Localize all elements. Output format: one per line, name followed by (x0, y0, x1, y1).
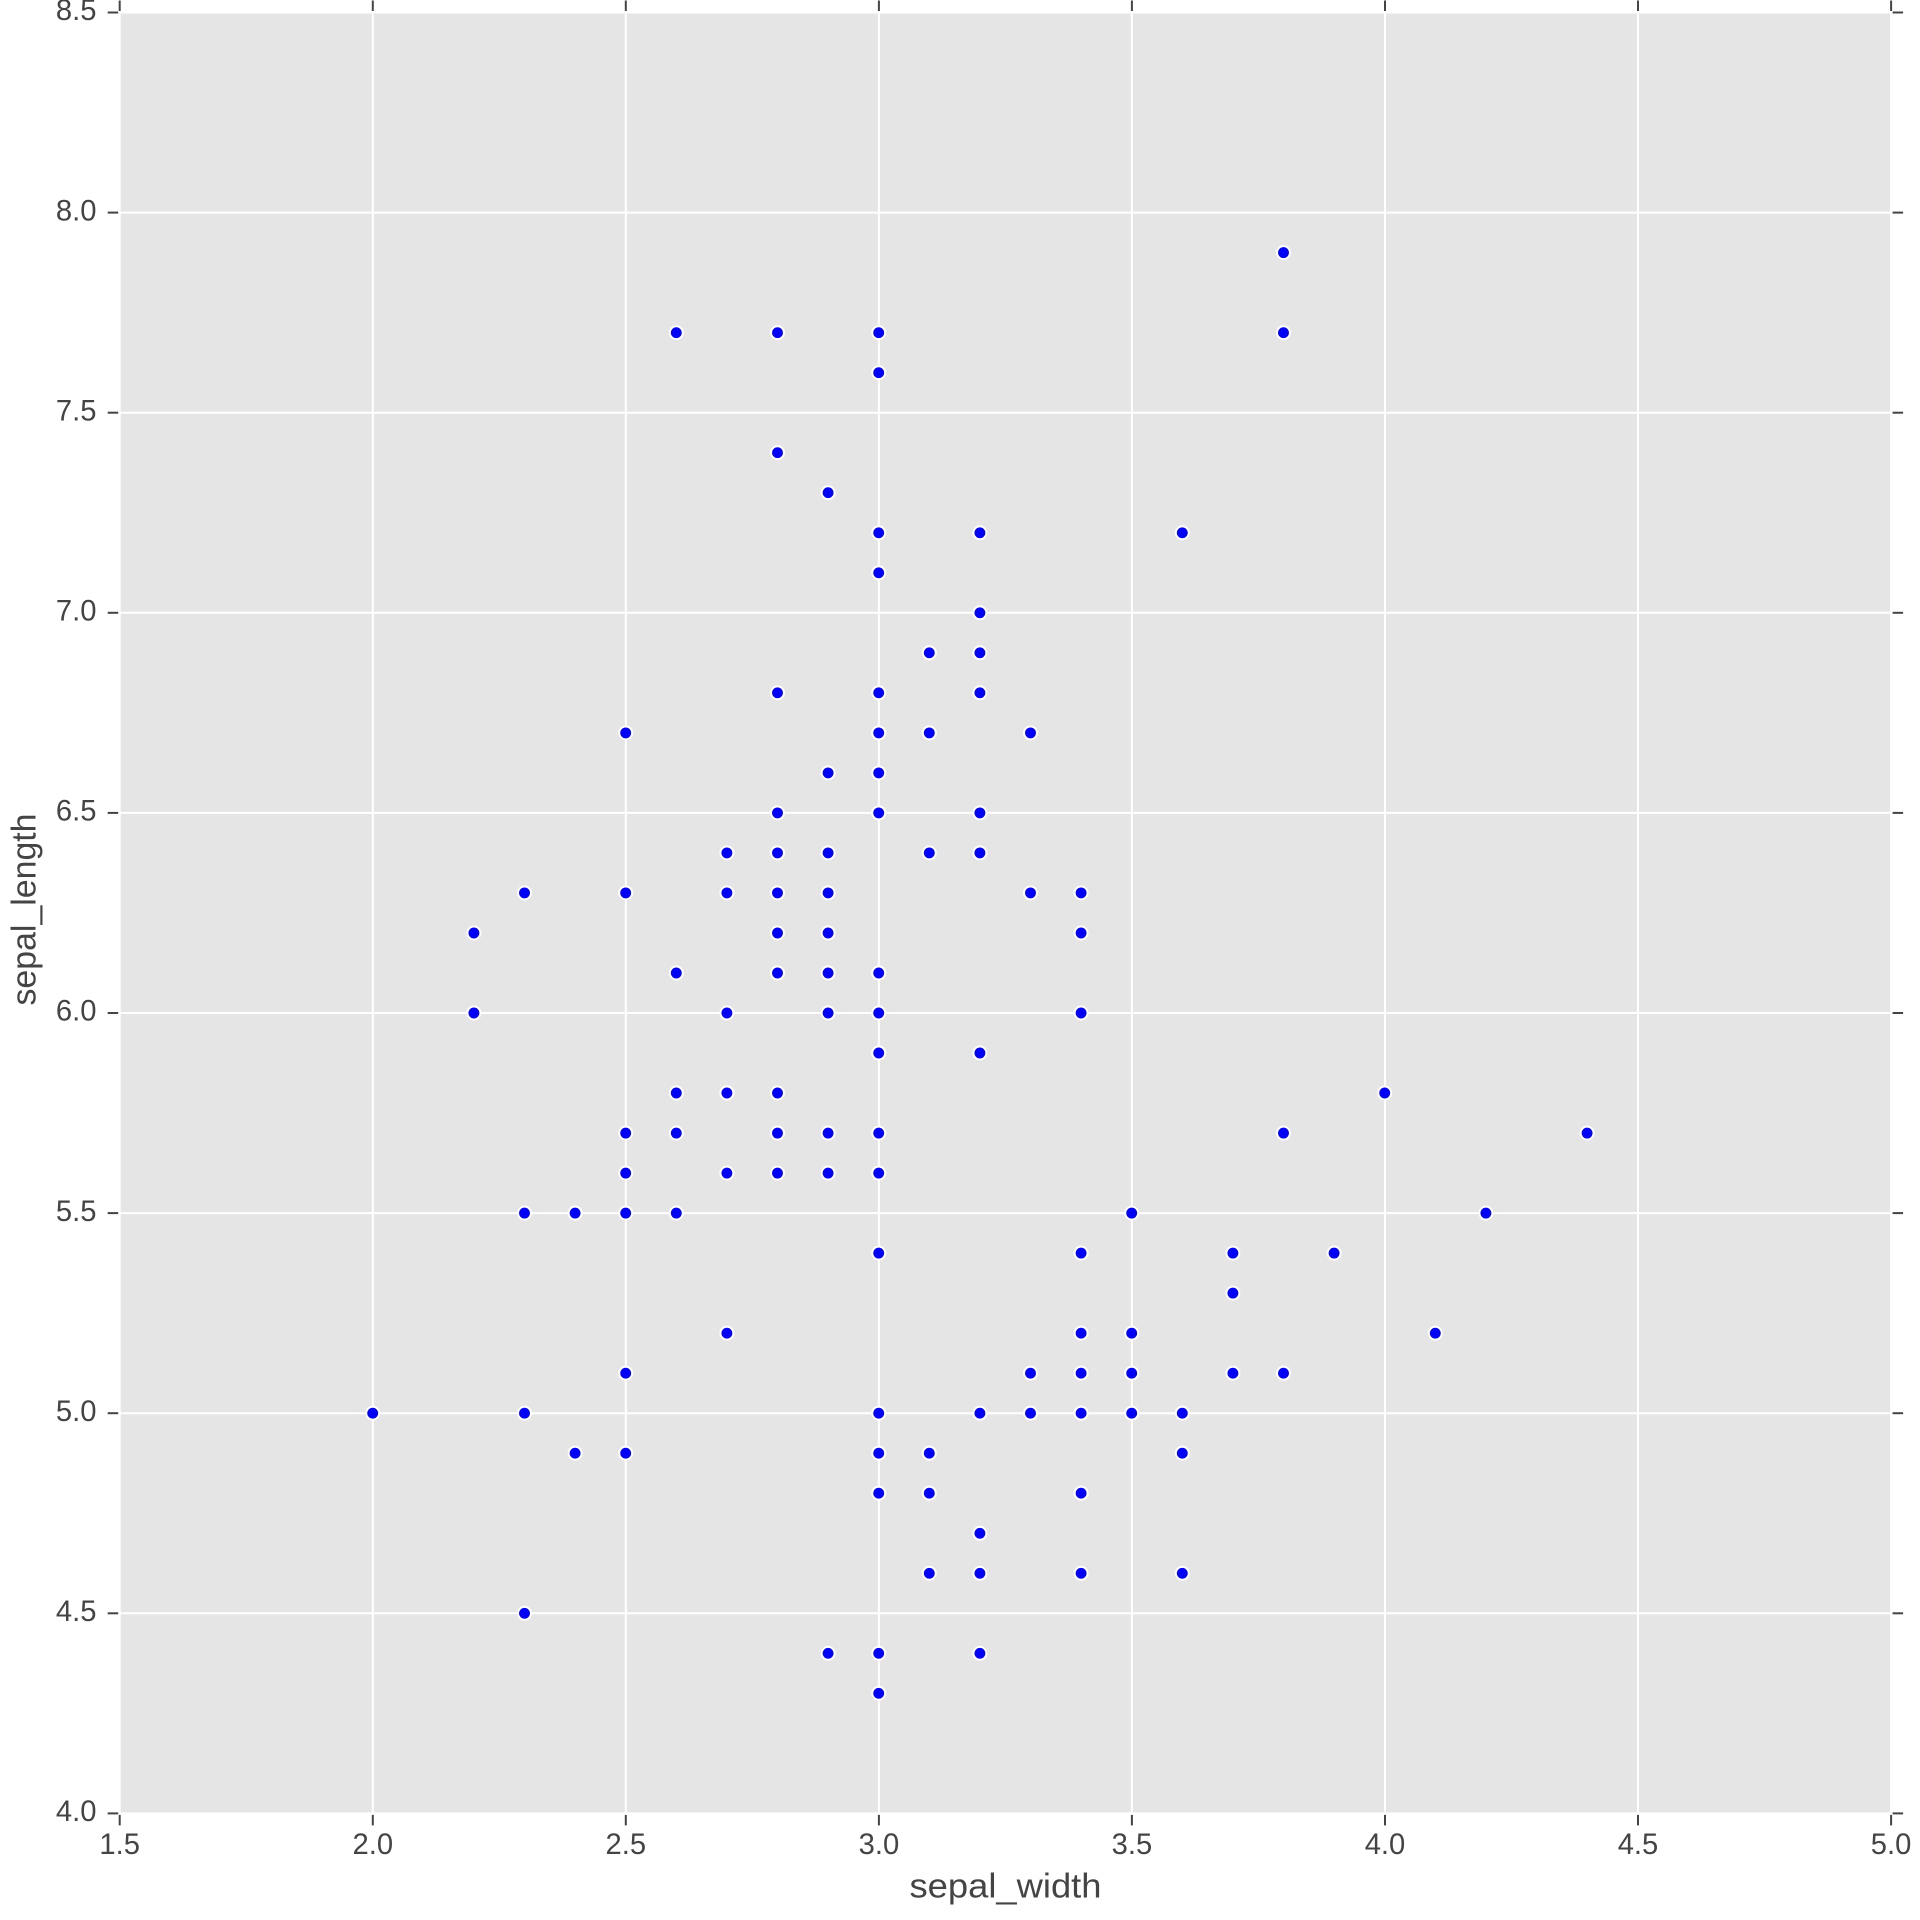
svg-text:1.5: 1.5 (99, 1829, 140, 1861)
svg-text:2.0: 2.0 (353, 1829, 394, 1861)
svg-text:8.5: 8.5 (56, 0, 97, 27)
svg-text:7.0: 7.0 (56, 596, 97, 628)
svg-text:2.5: 2.5 (606, 1829, 647, 1861)
svg-text:4.5: 4.5 (1618, 1829, 1659, 1861)
svg-text:4.5: 4.5 (56, 1596, 97, 1628)
svg-text:5.0: 5.0 (1871, 1829, 1912, 1861)
svg-text:sepal_length: sepal_length (5, 814, 43, 1006)
svg-text:6.0: 6.0 (56, 996, 97, 1028)
svg-text:4.0: 4.0 (56, 1796, 97, 1828)
svg-text:4.0: 4.0 (1365, 1829, 1406, 1861)
svg-text:5.5: 5.5 (56, 1196, 97, 1228)
svg-text:3.5: 3.5 (1112, 1829, 1153, 1861)
svg-text:6.5: 6.5 (56, 796, 97, 828)
svg-text:7.5: 7.5 (56, 395, 97, 427)
svg-text:sepal_width: sepal_width (910, 1868, 1102, 1906)
svg-text:5.0: 5.0 (56, 1396, 97, 1428)
svg-text:3.0: 3.0 (859, 1829, 900, 1861)
svg-text:8.0: 8.0 (56, 195, 97, 227)
